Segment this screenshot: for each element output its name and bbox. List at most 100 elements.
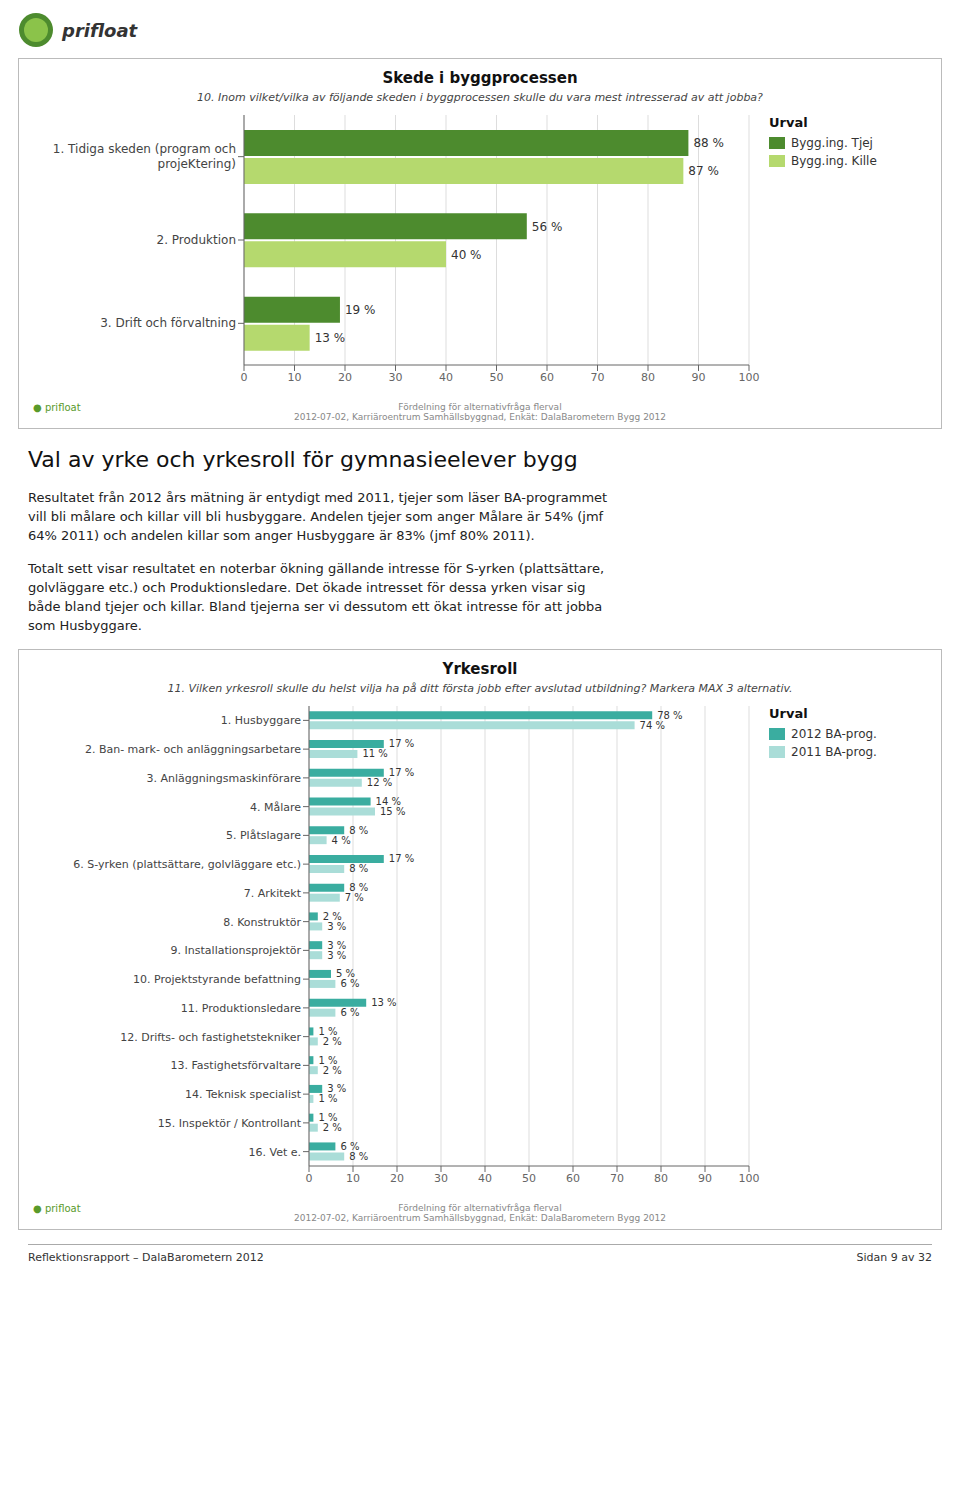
html-text:Bygg.ing. Tjej: Bygg.ing. Tjej [791, 136, 873, 150]
svg-text:56 %: 56 % [532, 220, 563, 234]
svg-text:10. Projektstyrande befattning: 10. Projektstyrande befattning [133, 973, 301, 986]
svg-text:30: 30 [434, 1172, 448, 1185]
svg-text:17 %: 17 % [389, 853, 414, 864]
svg-text:12 %: 12 % [367, 777, 392, 788]
svg-text:70: 70 [591, 371, 605, 384]
svg-text:10: 10 [346, 1172, 360, 1185]
svg-text:0: 0 [241, 371, 248, 384]
svg-text:60: 60 [540, 371, 554, 384]
svg-text:13 %: 13 % [315, 331, 346, 345]
svg-text:15 %: 15 % [380, 806, 405, 817]
svg-text:11. Produktionsledare: 11. Produktionsledare [181, 1001, 301, 1014]
svg-text:2 %: 2 % [322, 911, 342, 922]
svg-text:3 %: 3 % [327, 1083, 347, 1095]
svg-text:7. Arkitekt: 7. Arkitekt [244, 886, 302, 899]
html-text:Reflektionsrapport – DalaBarom: Reflektionsrapport – DalaBarometern 2012 [28, 1251, 264, 1264]
svg-text:100: 100 [739, 371, 760, 384]
svg-text:1 %: 1 % [318, 1093, 337, 1104]
svg-text:7 %: 7 % [345, 892, 364, 903]
html-text:Urval: Urval [769, 115, 808, 130]
svg-text:1 %: 1 % [318, 1054, 338, 1066]
html-text:Resultatet från 2012 års mätni: Resultatet från 2012 års mätning är enty… [28, 490, 608, 505]
svg-text:80: 80 [641, 371, 655, 384]
svg-text:6. S-yrken (plattsättare, golv: 6. S-yrken (plattsättare, golvläggare et… [73, 858, 301, 871]
svg-text:5. Plåtslagare: 5. Plåtslagare [226, 829, 301, 842]
html-text:Sidan 9 av 32: Sidan 9 av 32 [856, 1251, 932, 1264]
svg-text:1 %: 1 % [318, 1026, 338, 1037]
html-text:● prifloat: ● prifloat [33, 402, 81, 413]
svg-text:90: 90 [698, 1172, 712, 1185]
svg-text:87 %: 87 % [688, 164, 719, 178]
html-text:både bland tjejer och killar.: både bland tjejer och killar. Bland tjej… [28, 599, 603, 614]
svg-text:2 %: 2 % [323, 1065, 342, 1076]
svg-text:60: 60 [566, 1172, 580, 1185]
svg-text:2. Ban- mark- och anläggningsa: 2. Ban- mark- och anläggningsarbetare [85, 743, 301, 756]
svg-text:11 %: 11 % [362, 748, 387, 759]
html-text:2012 BA-prog.: 2012 BA-prog. [791, 727, 877, 741]
svg-text:8 %: 8 % [349, 825, 368, 836]
svg-text:50: 50 [522, 1172, 536, 1185]
html-text:Totalt sett visar resultatet e: Totalt sett visar resultatet en noterbar… [28, 561, 604, 576]
svg-text:40: 40 [478, 1172, 492, 1185]
svg-text:17 %: 17 % [389, 767, 414, 778]
svg-text:4. Målare: 4. Målare [250, 800, 301, 813]
svg-text:4 %: 4 % [332, 835, 351, 846]
html-text:golvläggare etc.) och Produkti: golvläggare etc.) och Produktionsledare.… [28, 580, 586, 595]
html-text:11. Vilken yrkesroll skulle du: 11. Vilken yrkesroll skulle du helst vil… [167, 682, 793, 695]
svg-text:40: 40 [439, 371, 453, 384]
html-text:prifloat: prifloat [62, 19, 138, 41]
svg-text:8 %: 8 % [349, 882, 369, 894]
svg-text:8 %: 8 % [349, 1151, 368, 1162]
svg-text:20: 20 [338, 371, 352, 384]
svg-text:1. Tidiga skeden (program ochp: 1. Tidiga skeden (program ochprojeKterin… [53, 142, 236, 170]
svg-text:3 %: 3 % [327, 950, 346, 961]
svg-text:13 %: 13 % [371, 997, 396, 1008]
html-text:Bygg.ing. Kille: Bygg.ing. Kille [791, 154, 877, 168]
svg-text:16. Vet e.: 16. Vet e. [248, 1145, 301, 1158]
svg-text:2 %: 2 % [323, 1036, 342, 1047]
html-text:10. Inom vilket/vilka av följa: 10. Inom vilket/vilka av följande skeden… [197, 91, 763, 104]
svg-text:2 %: 2 % [323, 1122, 342, 1133]
svg-text:3. Drift och förvaltning: 3. Drift och förvaltning [100, 316, 236, 330]
svg-text:30: 30 [389, 371, 403, 384]
svg-text:6 %: 6 % [340, 1007, 359, 1018]
svg-text:5 %: 5 % [336, 968, 355, 980]
html-text:2011 BA-prog.: 2011 BA-prog. [791, 745, 877, 759]
svg-text:15. Inspektör / Kontrollant: 15. Inspektör / Kontrollant [158, 1116, 302, 1129]
svg-text:100: 100 [739, 1172, 760, 1185]
svg-text:1. Husbyggare: 1. Husbyggare [221, 714, 301, 727]
svg-text:3 %: 3 % [327, 921, 346, 932]
svg-text:20: 20 [390, 1172, 404, 1185]
html-text:Val av yrke och yrkesroll för: Val av yrke och yrkesroll för gymnasieel… [28, 447, 578, 472]
svg-text:9. Installationsprojektör: 9. Installationsprojektör [171, 944, 302, 957]
html-text:64% 2011) och andelen killar s: 64% 2011) och andelen killar som anger H… [28, 528, 535, 543]
svg-text:17 %: 17 % [389, 738, 414, 749]
svg-text:14 %: 14 % [375, 796, 401, 807]
svg-text:90: 90 [692, 371, 706, 384]
svg-text:2. Produktion: 2. Produktion [157, 233, 236, 247]
svg-text:14. Teknisk specialist: 14. Teknisk specialist [185, 1088, 302, 1101]
svg-text:74 %: 74 % [640, 720, 665, 731]
svg-text:10: 10 [288, 371, 302, 384]
svg-text:0: 0 [306, 1172, 313, 1185]
svg-text:70: 70 [610, 1172, 624, 1185]
html-text:som Husbyggare.: som Husbyggare. [28, 618, 142, 633]
svg-text:3 %: 3 % [327, 939, 347, 951]
html-text:Yrkesroll: Yrkesroll [442, 660, 518, 678]
svg-text:50: 50 [490, 371, 504, 384]
svg-text:78 %: 78 % [657, 709, 683, 721]
svg-text:1 %: 1 % [318, 1112, 338, 1124]
svg-text:8. Konstruktör: 8. Konstruktör [223, 915, 301, 928]
svg-text:19 %: 19 % [345, 303, 376, 317]
html-text:Skede i byggprocessen: Skede i byggprocessen [382, 69, 578, 87]
svg-text:6 %: 6 % [340, 978, 359, 989]
svg-text:3. Anläggningsmaskinförare: 3. Anläggningsmaskinförare [147, 771, 302, 784]
svg-text:88 %: 88 % [693, 136, 724, 150]
svg-text:12. Drifts- och fastighetstekn: 12. Drifts- och fastighetstekniker [120, 1030, 301, 1043]
html-text:vill bli målare och killar vil: vill bli målare och killar vill bli husb… [28, 509, 604, 524]
html-text:Urval: Urval [769, 706, 808, 721]
svg-text:40 %: 40 % [451, 248, 482, 262]
svg-text:8 %: 8 % [349, 863, 368, 874]
svg-text:80: 80 [654, 1172, 668, 1185]
svg-text:13. Fastighetsförvaltare: 13. Fastighetsförvaltare [171, 1059, 302, 1072]
